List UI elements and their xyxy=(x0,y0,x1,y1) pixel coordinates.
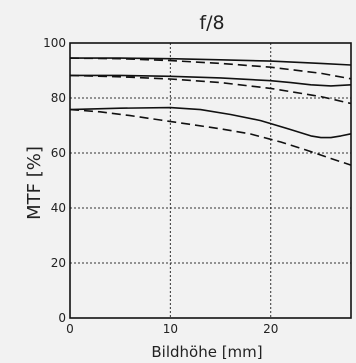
plot-area-frame xyxy=(69,42,352,319)
y-tick-label-60: 60 xyxy=(51,146,66,160)
series-line-6-dashed xyxy=(69,108,352,166)
series-line-4-dashed xyxy=(69,74,352,105)
x-tick-label-0: 0 xyxy=(66,322,74,336)
x-tick-label-10: 10 xyxy=(163,322,178,336)
series-line-2-dashed xyxy=(69,57,352,80)
series-line-5-solid xyxy=(69,106,352,139)
series-line-3-solid xyxy=(70,74,352,87)
x-axis-title: Bildhöhe [mm] xyxy=(151,343,262,361)
y-tick-label-20: 20 xyxy=(51,256,66,270)
x-tick-label-20: 20 xyxy=(263,322,278,336)
y-tick-label-0: 0 xyxy=(58,311,66,325)
y-axis-title: MTF [%] xyxy=(24,146,45,220)
series-lines xyxy=(69,57,352,166)
y-tick-label-80: 80 xyxy=(51,91,66,105)
chart-title: f/8 xyxy=(199,12,224,34)
tick-labels: 0 10 20 0 20 40 60 80 100 xyxy=(43,36,278,336)
y-tick-label-100: 100 xyxy=(43,36,66,50)
y-tick-label-40: 40 xyxy=(51,201,66,215)
